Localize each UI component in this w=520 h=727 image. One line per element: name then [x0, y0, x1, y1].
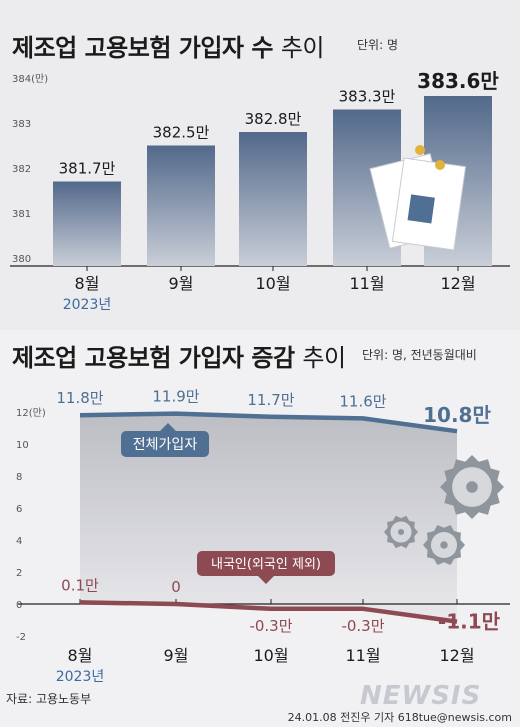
y-tick-label: 383	[12, 119, 31, 130]
total-series-tag-label: 전체가입자	[133, 437, 198, 453]
y-tick-label: 384(만)	[12, 73, 48, 85]
y-tick-label: 2	[16, 568, 22, 579]
bar-value-label: 381.7만	[59, 160, 116, 178]
total-series-tag	[121, 431, 209, 457]
x-tick-label: 11월	[345, 646, 380, 665]
domestic-value-label: -0.3만	[341, 617, 384, 635]
line-chart-unit: 단위: 명, 전년동월대비	[362, 348, 477, 362]
total-value-label: 10.8만	[423, 403, 491, 427]
domestic-value-label: -1.1만	[438, 610, 501, 634]
total-series-tag-pointer	[160, 423, 176, 431]
total-line	[79, 411, 458, 434]
total-value-label: 11.8만	[56, 389, 103, 407]
line-chart-title: 제조업 고용보험 가입자 증감 추이	[12, 344, 346, 372]
bar-value-label: 382.8만	[245, 110, 302, 128]
credit-text: 24.01.08 전진우 기자 618tue@newsis.com	[287, 711, 512, 724]
bar-value-label: 383.3만	[339, 88, 396, 106]
y-tick-label: 12(만)	[16, 407, 46, 419]
difference-area	[80, 413, 457, 622]
pin-icon	[435, 160, 445, 170]
y-tick-label: 380	[12, 254, 31, 265]
domestic-value-label: 0.1만	[61, 576, 99, 594]
source-text: 자료: 고용노동부	[6, 692, 92, 706]
x-tick-label: 8월	[68, 646, 93, 665]
x-tick-label: 11월	[349, 274, 384, 293]
total-value-label: 11.7만	[247, 391, 294, 409]
id-photo-icon	[407, 194, 435, 224]
domestic-series-tag-label: 내국인(외국인 제외)	[211, 557, 321, 572]
x-tick-label: 12월	[440, 274, 475, 293]
bar-value-label: 383.6만	[417, 69, 499, 93]
total-value-label: 11.9만	[152, 388, 199, 406]
y-tick-label: 10	[16, 440, 29, 451]
newsis-logo: NEWSIS	[360, 681, 482, 711]
bar-chart-unit: 단위: 명	[357, 38, 398, 52]
x-tick-label: 12월	[439, 646, 474, 665]
gear-icon	[397, 528, 405, 536]
year-label: 2023년	[56, 669, 105, 685]
y-tick-label: 4	[16, 536, 22, 547]
domestic-series-tag-pointer	[258, 576, 274, 584]
y-tick-label: 0	[16, 600, 22, 611]
bar	[147, 145, 215, 266]
x-tick-label: 10월	[253, 646, 288, 665]
x-tick-label: 9월	[169, 274, 194, 293]
total-value-label: 11.6만	[339, 392, 386, 410]
y-tick-label: 8	[16, 472, 22, 483]
domestic-value-label: 0	[171, 578, 181, 596]
year-label: 2023년	[63, 297, 112, 313]
domestic-series-tag	[197, 551, 335, 576]
bar	[239, 132, 307, 266]
y-tick-label: 382	[12, 164, 31, 175]
pin-icon	[415, 145, 425, 155]
domestic-line	[79, 600, 458, 624]
gear-icon	[440, 541, 448, 549]
gear-icon	[466, 481, 478, 493]
bar-chart-title: 제조업 고용보험 가입자 수 추이	[12, 34, 324, 62]
bar	[53, 181, 121, 266]
y-tick-label: 6	[16, 504, 22, 515]
x-tick-label: 9월	[164, 646, 189, 665]
x-tick-label: 8월	[75, 274, 100, 293]
x-tick-label: 10월	[255, 274, 290, 293]
y-tick-label: 381	[12, 209, 31, 220]
y-tick-label: -2	[16, 632, 26, 643]
domestic-value-label: -0.3만	[249, 617, 292, 635]
bar-value-label: 382.5만	[153, 124, 210, 142]
